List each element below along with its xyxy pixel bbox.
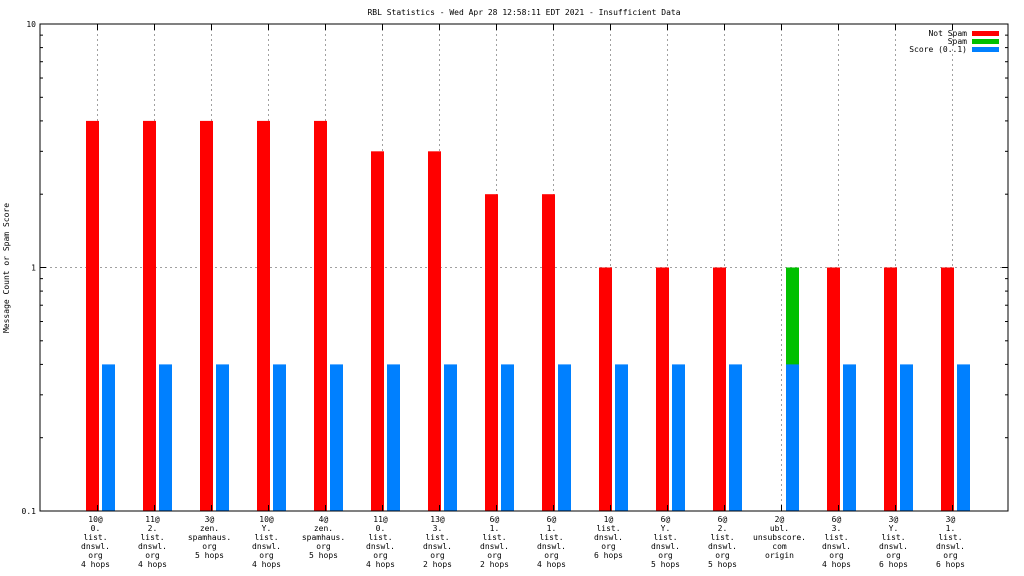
bar-score [672, 364, 685, 511]
bar-score [558, 364, 571, 511]
bar-score [387, 364, 400, 511]
bar-not-spam [86, 120, 99, 512]
bar-score [501, 364, 514, 511]
legend-swatch [972, 47, 999, 52]
x-tick-label: 6@ 1. list. dnswl. org 4 hops [537, 515, 566, 569]
bar-not-spam [143, 120, 156, 512]
y-tick-label: 0.1 [22, 507, 37, 516]
bars [86, 120, 970, 512]
bar-score [729, 364, 742, 511]
bar-not-spam [485, 194, 498, 511]
x-tick-label: 10@ 0. list. dnswl. org 4 hops [81, 515, 110, 569]
x-tick-label: 11@ 0. list. dnswl. org 4 hops [366, 515, 395, 569]
axis-ticks: 10 1 0.1 [22, 20, 1008, 516]
x-tick-label: 3@ Y. list. dnswl. org 6 hops [879, 515, 908, 569]
legend-label: Score (0..1) [909, 45, 967, 54]
bar-score [273, 364, 286, 511]
bar-not-spam [656, 267, 669, 511]
chart-title: RBL Statistics - Wed Apr 28 12:58:11 EDT… [367, 8, 680, 17]
bar-not-spam [827, 267, 840, 511]
x-tick-label: 6@ Y. list. dnswl. org 5 hops [651, 515, 680, 569]
bar-score [444, 364, 457, 511]
bar-not-spam [713, 267, 726, 511]
x-tick-label: 13@ 3. list. dnswl. org 2 hops [423, 515, 452, 569]
y-tick-label: 10 [26, 20, 36, 29]
bar-score [102, 364, 115, 511]
x-tick-label: 11@ 2. list. dnswl. org 4 hops [138, 515, 167, 569]
bar-score [843, 364, 856, 511]
x-tick-label: 6@ 1. list. dnswl. org 2 hops [480, 515, 509, 569]
bar-score [159, 364, 172, 511]
y-axis-label: Message Count or Spam Score [2, 203, 11, 333]
bar-score [900, 364, 913, 511]
bar-not-spam [314, 120, 327, 512]
bar-not-spam [371, 151, 384, 511]
x-tick-label: 6@ 3. list. dnswl. org 4 hops [822, 515, 851, 569]
bar-not-spam [941, 267, 954, 511]
bar-score [216, 364, 229, 511]
bar-score [615, 364, 628, 511]
bar-not-spam [599, 267, 612, 511]
bar-score [786, 364, 799, 511]
bar-score [330, 364, 343, 511]
legend-label: Not Spam [928, 29, 967, 38]
x-tick-label: 1@ list. dnswl. org 6 hops [594, 515, 623, 560]
bar-not-spam [884, 267, 897, 511]
legend-swatch [972, 39, 999, 44]
bar-not-spam [542, 194, 555, 511]
bar-not-spam [200, 120, 213, 512]
x-tick-label: 3@ 1. list. dnswl. org 6 hops [936, 515, 965, 569]
x-tick-label: 6@ 2. list. dnswl. org 5 hops [708, 515, 737, 569]
x-tick-label: 4@ zen. spamhaus. org 5 hops [302, 515, 345, 560]
grid-lines [40, 24, 1008, 511]
x-tick-label: 2@ ubl. unsubscore. com origin [753, 515, 806, 560]
x-tick-label: 3@ zen. spamhaus. org 5 hops [188, 515, 231, 560]
x-axis-labels: 10@ 0. list. dnswl. org 4 hops 11@ 2. list. dnswl… [81, 515, 965, 569]
bar-not-spam [428, 151, 441, 511]
y-tick-label: 1 [31, 264, 36, 273]
legend-swatch [972, 31, 999, 36]
bar-score [957, 364, 970, 511]
x-tick-label: 10@ Y. list. dnswl. org 4 hops [252, 515, 281, 569]
bar-not-spam [257, 120, 270, 512]
legend-label: Spam [948, 37, 967, 46]
